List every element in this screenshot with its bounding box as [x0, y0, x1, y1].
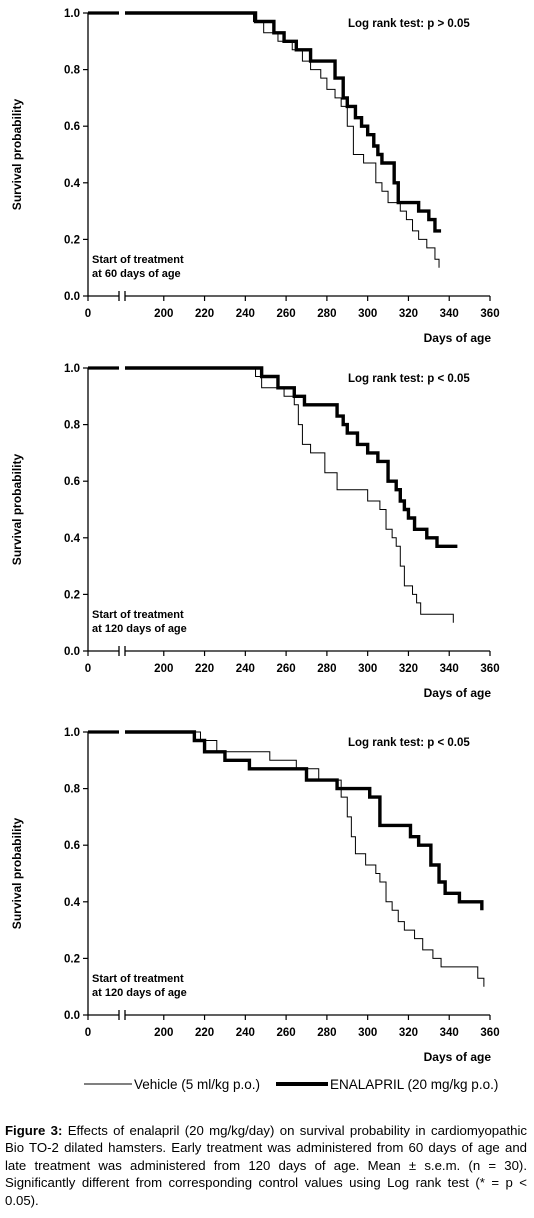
treatment-note-line1: Start of treatment: [92, 973, 184, 985]
vehicle-survival-curve: [125, 731, 485, 987]
x-tick-label: 300: [358, 1027, 377, 1039]
vehicle-survival-curve: [125, 12, 440, 268]
x-tick-label: 220: [195, 663, 214, 675]
x-tick-label: 240: [236, 308, 255, 320]
x-tick-label: 260: [277, 308, 296, 320]
y-tick-label: 0.2: [64, 589, 80, 601]
log-rank-annotation: Log rank test: p < 0.05: [348, 737, 470, 749]
y-axis-title: Survival probability: [10, 453, 24, 565]
x-tick-label: 200: [154, 663, 173, 675]
y-tick-label: 0.6: [64, 840, 80, 852]
y-tick-label: 0.0: [64, 1010, 80, 1022]
x-tick-label: 220: [195, 1027, 214, 1039]
y-tick-label: 0.0: [64, 291, 80, 303]
y-axis-title: Survival probability: [10, 817, 24, 929]
x-tick-label: 260: [277, 1027, 296, 1039]
x-tick-label: 0: [85, 308, 91, 320]
log-rank-annotation: Log rank test: p < 0.05: [348, 373, 470, 385]
y-tick-label: 0.4: [64, 897, 81, 909]
x-tick-label: 260: [277, 663, 296, 675]
x-tick-label: 280: [317, 663, 336, 675]
x-tick-label: 280: [317, 1027, 336, 1039]
x-tick-label: 240: [236, 663, 255, 675]
y-tick-label: 0.8: [64, 65, 81, 77]
legend: Vehicle (5 ml/kg p.o.) ENALAPRIL (20 mg/…: [84, 1077, 498, 1092]
x-tick-label: 200: [154, 308, 173, 320]
y-tick-label: 1.0: [64, 8, 80, 20]
x-tick-label: 340: [440, 663, 459, 675]
x-tick-label: 240: [236, 1027, 255, 1039]
treatment-note-line2: at 120 days of age: [92, 623, 187, 635]
x-axis-title: Days of age: [424, 1050, 492, 1064]
x-tick-label: 300: [358, 663, 377, 675]
x-tick-label: 320: [399, 308, 418, 320]
y-tick-label: 0.2: [64, 234, 80, 246]
caption-text: Effects of enalapril (20 mg/kg/day) on s…: [5, 1123, 527, 1208]
x-tick-label: 0: [85, 663, 91, 675]
x-axis-title: Days of age: [424, 686, 492, 700]
vehicle-survival-curve: [125, 367, 454, 623]
legend-vehicle-label: Vehicle (5 ml/kg p.o.): [134, 1077, 260, 1092]
x-tick-label: 300: [358, 308, 377, 320]
log-rank-annotation: Log rank test: p > 0.05: [348, 18, 470, 30]
y-axis-title: Survival probability: [10, 98, 24, 210]
x-tick-label: 360: [480, 1027, 499, 1039]
survival-charts: 0.0 0.2 0.4 0.6 0.8 1.0 0 200 220 240 260 280 300 320…: [10, 8, 500, 1064]
treatment-note-line2: at 60 days of age: [92, 268, 181, 280]
x-tick-label: 360: [480, 663, 499, 675]
x-tick-label: 360: [480, 308, 499, 320]
treatment-note-line1: Start of treatment: [92, 254, 184, 266]
y-tick-label: 0.8: [64, 784, 81, 796]
x-tick-label: 200: [154, 1027, 173, 1039]
x-tick-label: 340: [440, 308, 459, 320]
enalapril-survival-curve: [125, 11, 442, 233]
y-tick-label: 0.6: [64, 121, 80, 133]
chart-panel-3: 0.0 0.2 0.4 0.6 0.8 1.0 0 200 220 240 260 280 300 320…: [10, 727, 500, 1064]
x-tick-label: 320: [399, 1027, 418, 1039]
legend-enalapril-label: ENALAPRIL (20 mg/kg p.o.): [330, 1077, 498, 1092]
caption-label: Figure 3:: [5, 1123, 63, 1138]
x-tick-label: 220: [195, 308, 214, 320]
y-tick-label: 1.0: [64, 727, 80, 739]
x-tick-label: 0: [85, 1027, 91, 1039]
enalapril-survival-curve: [125, 366, 458, 548]
y-tick-label: 1.0: [64, 363, 80, 375]
x-axis-title: Days of age: [424, 331, 492, 345]
y-tick-label: 0.4: [64, 178, 81, 190]
y-tick-label: 0.0: [64, 646, 80, 658]
treatment-note-line2: at 120 days of age: [92, 987, 187, 999]
chart-panel-2: 0.0 0.2 0.4 0.6 0.8 1.0 0 200 220 240 260 280 300 320…: [10, 363, 500, 700]
y-tick-label: 0.8: [64, 420, 81, 432]
y-tick-label: 0.4: [64, 533, 81, 545]
chart-panel-1: 0.0 0.2 0.4 0.6 0.8 1.0 0 200 220 240 260 280 300 320…: [10, 8, 500, 345]
treatment-note-line1: Start of treatment: [92, 609, 184, 621]
x-tick-label: 340: [440, 1027, 459, 1039]
y-tick-label: 0.2: [64, 953, 80, 965]
enalapril-survival-curve: [125, 730, 484, 911]
x-tick-label: 280: [317, 308, 336, 320]
y-tick-label: 0.6: [64, 476, 80, 488]
x-tick-label: 320: [399, 663, 418, 675]
figure-caption: Figure 3: Effects of enalapril (20 mg/kg…: [5, 1122, 527, 1209]
